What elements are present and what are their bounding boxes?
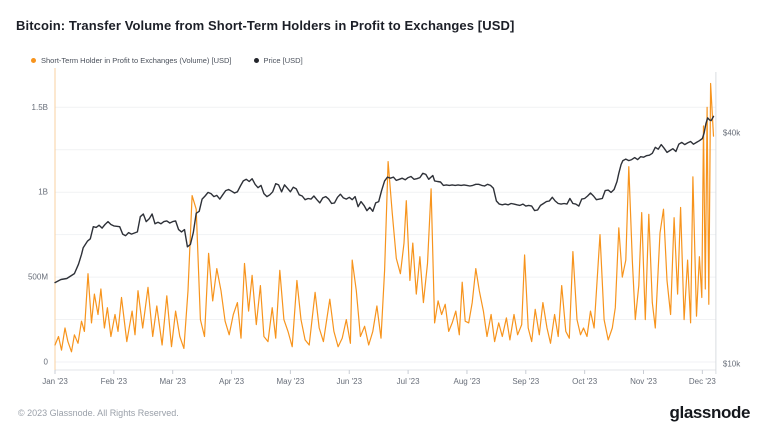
glassnode-logo: glassnode [669,403,751,422]
x-tick-label: Jul '23 [397,377,420,386]
x-tick-label: Aug '23 [454,377,481,386]
y-left-label: 0 [44,358,49,367]
price-line [54,115,715,284]
y-left-label: 1.5B [32,103,48,112]
y-left-label: 1B [38,188,48,197]
y-right-label: $40k [723,128,741,137]
x-tick-label: Sep '23 [512,377,539,386]
x-tick-label: May '23 [277,377,305,386]
volume-line [54,82,715,353]
x-tick-label: Jan '23 [42,377,68,386]
copyright-text: © 2023 Glassnode. All Rights Reserved. [18,408,179,418]
legend-label-volume: Short-Term Holder in Profit to Exchanges… [41,56,232,65]
legend-item-price[interactable]: Price [USD] [253,56,303,65]
y-left-label: 500M [28,273,48,282]
x-tick-label: Nov '23 [630,377,657,386]
footer: © 2023 Glassnode. All Rights Reserved. g… [0,394,768,432]
legend-label-price: Price [USD] [263,56,303,65]
x-tick-label: Feb '23 [101,377,128,386]
x-tick-label: Apr '23 [219,377,245,386]
x-tick-label: Dec '23 [689,377,716,386]
legend-item-volume[interactable]: Short-Term Holder in Profit to Exchanges… [31,56,232,65]
page-title: Bitcoin: Transfer Volume from Short-Term… [16,18,515,33]
x-tick-label: Oct '23 [572,377,598,386]
y-right-label: $10k [723,360,741,369]
chart-legend: Short-Term Holder in Profit to Exchanges… [31,56,303,65]
volume-series-dot-icon [31,58,36,63]
price-series-dot-icon [253,58,259,63]
x-tick-label: Jun '23 [336,377,362,386]
x-tick-label: Mar '23 [159,377,186,386]
